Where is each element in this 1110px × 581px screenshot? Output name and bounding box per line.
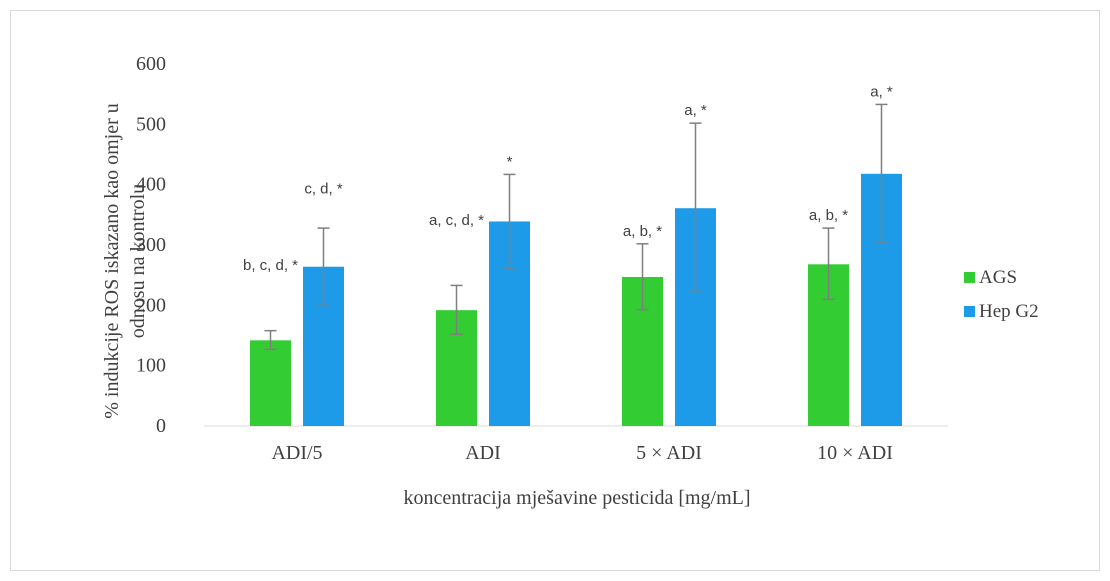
significance-label-1-0: c, d, * bbox=[304, 181, 343, 198]
significance-label-0-0: b, c, d, * bbox=[243, 257, 298, 274]
significance-label-1-1: * bbox=[507, 153, 513, 170]
category-labels: ADI/5 ADI 5 × ADI 10 × ADI bbox=[271, 442, 892, 464]
significance-label-0-2: a, b, * bbox=[623, 223, 662, 240]
legend-label-1: Hep G2 bbox=[979, 301, 1039, 322]
y-axis-title-line-2: odnosu na kontrolu bbox=[127, 184, 149, 338]
significance-label-1-3: a, * bbox=[870, 83, 893, 100]
y-tick-label-0: 0 bbox=[156, 415, 166, 437]
significance-label-0-3: a, b, * bbox=[809, 207, 848, 224]
y-tick-label-3: 300 bbox=[136, 234, 166, 256]
category-label-2: 5 × ADI bbox=[636, 442, 702, 464]
legend: AGS Hep G2 bbox=[964, 267, 1039, 322]
category-label-0: ADI/5 bbox=[271, 442, 322, 464]
bar-0-0 bbox=[250, 340, 291, 426]
legend-label-0: AGS bbox=[979, 267, 1017, 288]
y-axis-title: % indukcije ROS iskazano kao omjer u odn… bbox=[101, 103, 149, 419]
significance-labels: b, c, d, * c, d, * a, c, d, * * a, b, * a, * a… bbox=[243, 83, 893, 274]
legend-swatch-1 bbox=[964, 306, 975, 317]
significance-label-0-1: a, c, d, * bbox=[429, 212, 484, 229]
y-tick-label-6: 600 bbox=[136, 53, 166, 75]
x-axis-title: koncentracija mješavine pesticida [mg/mL… bbox=[403, 487, 750, 509]
category-label-3: 10 × ADI bbox=[817, 442, 893, 464]
y-tick-label-1: 100 bbox=[136, 355, 166, 377]
legend-swatch-0 bbox=[964, 272, 975, 283]
bars bbox=[250, 173, 902, 426]
category-label-1: ADI bbox=[465, 442, 501, 464]
y-tick-label-5: 500 bbox=[136, 113, 166, 135]
chart-frame: % indukcije ROS iskazano kao omjer u odn… bbox=[10, 10, 1100, 571]
y-axis-title-line-1: % indukcije ROS iskazano kao omjer u bbox=[101, 103, 123, 419]
error-bars bbox=[264, 103, 888, 351]
y-tick-labels: 0 100 200 300 400 500 600 bbox=[136, 53, 166, 437]
y-tick-label-2: 200 bbox=[136, 294, 166, 316]
significance-label-1-2: a, * bbox=[684, 102, 707, 119]
bar-chart: % indukcije ROS iskazano kao omjer u odn… bbox=[101, 53, 1039, 509]
y-tick-label-4: 400 bbox=[136, 174, 166, 196]
